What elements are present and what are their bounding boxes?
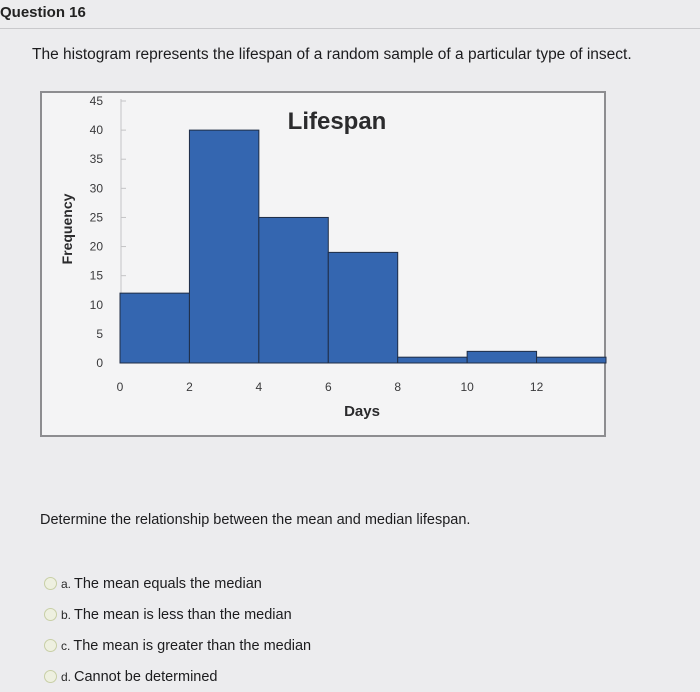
histogram-bar (466, 350, 538, 364)
question-number: Question 16 (0, 4, 86, 21)
y-tick-label: 5 (96, 327, 103, 341)
x-tick-label: 10 (460, 380, 474, 394)
question-stem: The histogram represents the lifespan of… (32, 46, 632, 63)
option-b-letter: b. (61, 607, 72, 622)
radio-button-a[interactable] (44, 577, 57, 590)
histogram-bar (397, 356, 468, 364)
x-tick-label: 0 (117, 380, 124, 394)
option-a-text: The mean equals the median (74, 575, 262, 592)
option-b-text: The mean is less than the median (74, 606, 292, 623)
histogram-svg: 0 5 10 15 20 25 30 35 40 45 0 2 4 6 8 10 12 Lifespan Days F… (59, 94, 607, 420)
y-tick-label: 35 (90, 152, 104, 166)
chart-title: Lifespan (288, 108, 387, 135)
y-tick-label: 30 (90, 181, 104, 195)
histogram-bar (119, 292, 190, 364)
option-d-text: Cannot be determined (74, 668, 218, 685)
question-prompt: Determine the relationship between the m… (40, 512, 471, 528)
question-header: Question 16 (0, 0, 700, 29)
y-tick-label: 0 (96, 356, 103, 370)
x-tick-label: 12 (530, 380, 544, 394)
histogram-bar (188, 129, 260, 364)
y-tick-label: 15 (90, 269, 104, 283)
x-tick-label: 2 (186, 380, 193, 394)
option-b[interactable]: b. The mean is less than the median (44, 599, 311, 630)
radio-button-b[interactable] (44, 608, 57, 621)
x-tick-label: 8 (394, 380, 401, 394)
y-tick-label: 20 (90, 240, 104, 254)
option-c[interactable]: c. The mean is greater than the median (44, 630, 311, 661)
y-tick-label: 40 (90, 123, 104, 137)
histogram-bar (536, 356, 607, 364)
option-d[interactable]: d. Cannot be determined (44, 661, 311, 692)
option-a[interactable]: a. The mean equals the median (44, 568, 311, 599)
y-tick-label: 25 (90, 210, 104, 224)
option-a-letter: a. (61, 576, 72, 591)
answer-options: a. The mean equals the median b. The mea… (44, 568, 311, 692)
y-tick-label: 45 (90, 94, 104, 108)
option-c-text: The mean is greater than the median (73, 637, 312, 654)
x-axis-label: Days (344, 403, 380, 420)
radio-button-c[interactable] (44, 639, 57, 652)
y-tick-label: 10 (90, 298, 104, 312)
x-tick-label: 6 (325, 380, 332, 394)
option-c-letter: c. (61, 638, 71, 653)
radio-button-d[interactable] (44, 670, 57, 683)
y-axis-label: Frequency (59, 193, 75, 264)
histogram-chart: 0 5 10 15 20 25 30 35 40 45 0 2 4 6 8 10 12 Lifespan Days F… (40, 91, 607, 437)
histogram-bar (327, 251, 399, 364)
option-d-letter: d. (61, 669, 72, 684)
x-tick-label: 4 (256, 380, 263, 394)
histogram-bar (258, 216, 329, 364)
